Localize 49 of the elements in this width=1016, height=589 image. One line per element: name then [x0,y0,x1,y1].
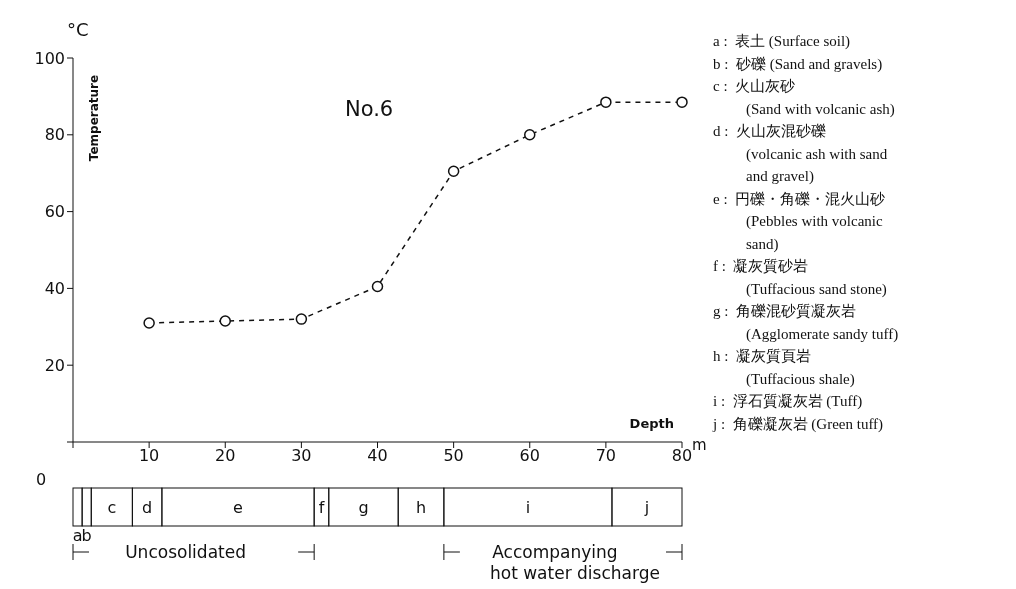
text: Uncosolidated [125,542,246,562]
text: m [692,436,707,454]
text: b : 砂礫 (Sand and gravels) [713,54,884,74]
x-axis-title: Depth [629,416,674,431]
text: f [318,498,325,517]
x-tick-label: 20 [215,446,236,466]
y-tick-label: 80 [44,125,65,145]
text: j [643,498,650,517]
text: a [72,526,83,545]
point [600,96,612,108]
point [219,315,231,327]
y-axis-title: Temperature [87,74,101,162]
x-tick-label: 70 [595,446,617,466]
text: e [233,498,243,517]
text: No.6 [345,97,394,121]
y-tick-label: 100 [34,48,65,68]
point [447,165,460,178]
x-tick-label: 40 [367,446,388,466]
text: e : 円礫・角礫・混火山砂 (Pebbles with volcanic sand) [713,189,887,254]
x-tick-label: 30 [291,446,312,466]
text: c [107,498,117,517]
text: f : 凝灰質砂岩 (Tuffacious sand stone) [713,257,888,299]
text: d : 火山灰混砂礫 (volcanic ash with sand and gravel) [713,122,889,186]
text: 0 [36,470,47,489]
y-tick-label: 20 [44,355,65,375]
text: d [142,498,153,517]
x-tick-label: 80 [671,446,693,466]
x-tick-label: 60 [519,446,540,466]
point [143,317,155,329]
text: a : 表土 (Surface soil) [713,32,852,51]
text: c : 火山灰砂 (Sand with volcanic ash) [713,77,896,119]
text: g [358,498,369,517]
text: g : 角礫混砂質凝灰岩 (Agglomerate sandy tuff) [713,302,900,344]
text: i : 浮石質凝灰岩 (Tuff) [713,392,864,411]
text: h [415,498,427,517]
x-tick-label: 10 [138,446,160,466]
x-tick-label: 50 [443,446,464,466]
point [371,280,384,293]
y-tick-label: 40 [44,279,65,299]
text: i [525,498,531,517]
text: b [81,526,92,545]
point [676,96,688,108]
point [524,129,536,141]
text: Accompanying hot water discharge [489,542,660,583]
y-tick-label: 60 [44,202,65,222]
text: °C [67,19,89,40]
text: j : 角礫凝灰岩 (Green tuff) [713,414,885,434]
point [295,313,308,325]
text: h : 凝灰質頁岩 (Tuffacious shale) [713,347,856,389]
